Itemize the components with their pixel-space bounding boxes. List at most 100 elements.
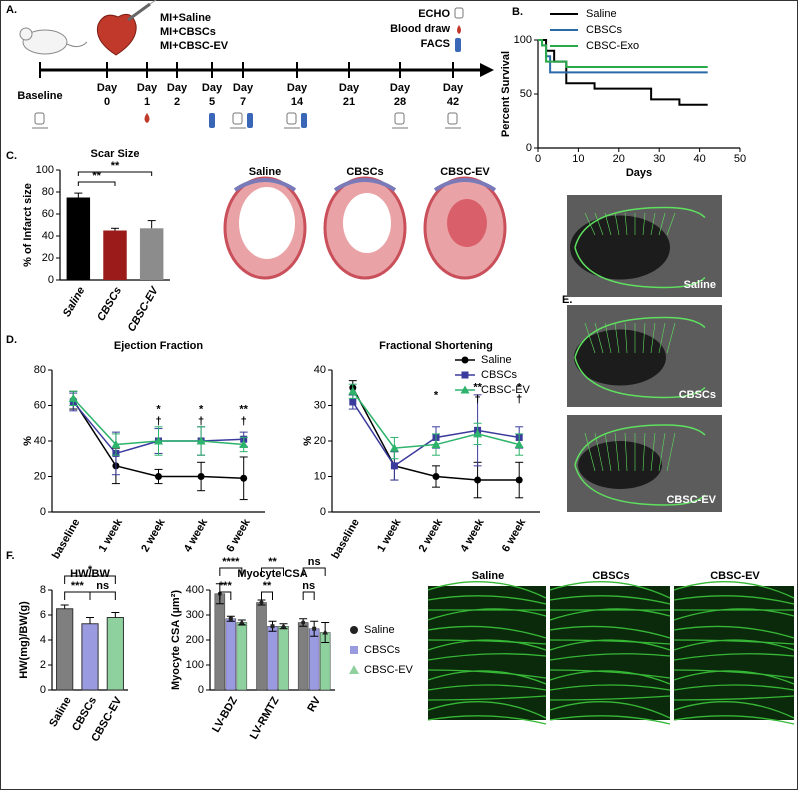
marker: [389, 443, 399, 452]
y-tick-label: 10: [314, 470, 326, 482]
stain-fiber: [549, 695, 671, 701]
stain-fiber: [427, 669, 547, 679]
marker: [390, 462, 398, 470]
sig-label: ns: [96, 580, 109, 592]
stain-fiber: [427, 625, 547, 639]
image-label: CBSC-EV: [440, 166, 490, 178]
y-axis-label: %: [302, 436, 314, 446]
echo-chord: [666, 322, 676, 354]
image-label: CBSCs: [592, 570, 629, 582]
stain-fiber: [427, 670, 547, 685]
marker: [111, 440, 121, 449]
blood-icon: [144, 113, 150, 123]
data-point: [301, 620, 306, 625]
y-tick-label: 0: [48, 274, 54, 286]
day-number: 7: [240, 96, 246, 108]
image-label: Saline: [472, 570, 504, 582]
stain-fiber: [673, 670, 795, 685]
bar: [66, 197, 91, 280]
heart-section-lumen: [239, 187, 295, 259]
echo-chord: [666, 432, 676, 472]
day-number: 2: [174, 96, 180, 108]
echo-chord: [650, 322, 656, 354]
stain-fiber: [549, 701, 671, 719]
stain-fiber: [549, 684, 671, 691]
stain-fiber: [427, 581, 547, 599]
scar-region: [233, 178, 297, 192]
image-label: CBSC-EV: [666, 494, 716, 506]
stain-fiber: [427, 701, 547, 719]
x-tick-label: 40: [693, 153, 705, 165]
y-tick-label: 0: [526, 142, 532, 154]
data-point: [312, 626, 317, 631]
bar: [139, 228, 164, 280]
day-label: Day: [443, 82, 464, 94]
stain-fiber: [549, 639, 671, 645]
sig-bracket: [77, 181, 116, 186]
bar: [225, 618, 237, 691]
day-label: Day: [137, 82, 158, 94]
y-tick-label: 40: [314, 364, 326, 376]
chart-title: Myocyte CSA: [237, 568, 307, 580]
echo-chord: [624, 432, 628, 472]
survival-line: [538, 39, 708, 106]
marker: [515, 476, 523, 484]
stain-fiber: [673, 639, 795, 645]
sig-bracket: [219, 567, 243, 576]
echo-icon: [232, 112, 243, 125]
sig-bracket: [302, 567, 326, 576]
panel-label: C.: [6, 150, 17, 162]
tube-icon: [301, 113, 307, 128]
y-tick-label: 400: [186, 584, 204, 596]
marker: [350, 626, 358, 634]
day-number: 28: [394, 96, 406, 108]
stain-fiber: [549, 669, 671, 679]
image-label: CBSCs: [679, 389, 716, 401]
data-point: [280, 623, 287, 629]
y-axis-label: % of Infarct size: [22, 183, 34, 267]
y-tick-label: 6: [40, 609, 46, 621]
sig-label: †: [516, 393, 522, 405]
sig-label: ***: [71, 580, 85, 592]
stain-fiber: [427, 695, 547, 701]
marker: [431, 440, 441, 449]
stain-fiber: [427, 715, 547, 725]
marker: [154, 436, 163, 445]
x-tick-label: 10: [572, 153, 584, 165]
stain-fiber: [673, 639, 795, 651]
sig-label: **: [92, 170, 101, 182]
y-tick-label: 100: [514, 34, 532, 46]
day-label: Day: [287, 82, 308, 94]
treatment-label: MI+CBSC-EV: [160, 40, 229, 52]
stain-fiber: [427, 595, 547, 605]
day-number: 1: [144, 96, 150, 108]
stain-fiber: [673, 695, 795, 701]
echo-chord: [658, 322, 666, 354]
sig-label: **: [473, 381, 482, 393]
sig-bracket: [77, 171, 153, 176]
bar: [297, 622, 309, 691]
y-tick-label: 100: [186, 659, 204, 671]
y-tick-label: 40: [34, 435, 46, 447]
sig-label: †: [198, 416, 204, 428]
stain-fiber: [673, 581, 795, 599]
y-tick-label: 80: [42, 186, 54, 198]
echo-trace: [574, 206, 706, 289]
day-number: 42: [447, 96, 459, 108]
scar-region: [433, 178, 497, 192]
panel-label: D.: [6, 334, 17, 346]
y-tick-label: 8: [40, 584, 46, 596]
echo-lumen: [570, 215, 670, 280]
y-tick-label: 60: [42, 208, 54, 220]
sig-label: *: [434, 389, 439, 401]
echo-icon: [286, 112, 297, 125]
echo-chord: [614, 212, 620, 236]
y-tick-label: 30: [314, 399, 326, 411]
treatment-label: MI+CBSCs: [160, 26, 216, 38]
sig-bracket: [261, 567, 284, 576]
stain-fiber: [673, 669, 795, 679]
sig-label: ns: [308, 556, 321, 568]
stain-fiber: [673, 608, 795, 621]
